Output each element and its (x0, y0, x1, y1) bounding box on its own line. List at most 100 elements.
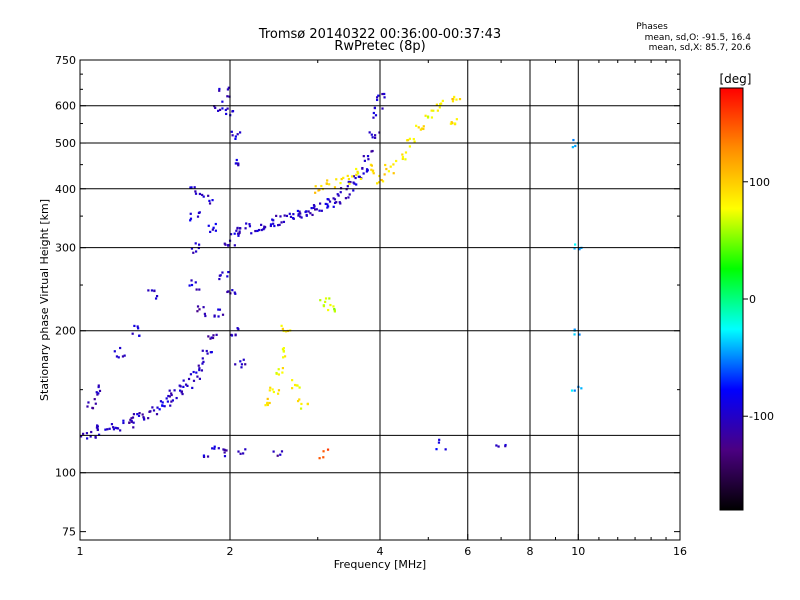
data-point (298, 386, 301, 389)
data-point (363, 159, 366, 162)
y-tick-label: 300 (55, 242, 76, 255)
data-point (237, 328, 240, 331)
data-point (122, 419, 125, 422)
data-point (305, 214, 308, 217)
data-point (313, 205, 316, 208)
data-point (181, 392, 184, 396)
data-point (453, 95, 456, 99)
data-point (97, 392, 100, 395)
y-tick-label: 400 (55, 183, 76, 196)
data-point (438, 106, 441, 109)
data-point (358, 175, 361, 179)
scatter-points (79, 86, 583, 460)
data-point (231, 110, 235, 113)
data-point (366, 169, 369, 172)
data-point (272, 222, 275, 225)
x-tick-label: 1 (77, 545, 84, 558)
chart-subtitle: RwPretec (8p) (334, 39, 426, 54)
data-point (458, 97, 462, 101)
data-point (570, 389, 574, 392)
data-point (322, 456, 325, 459)
data-point (95, 426, 99, 429)
data-point (244, 227, 247, 230)
data-point (130, 417, 133, 420)
data-point (304, 210, 307, 214)
data-point (119, 346, 122, 350)
grid-lines (80, 60, 680, 540)
data-point (202, 455, 206, 459)
data-point (141, 413, 144, 416)
data-point (213, 445, 216, 448)
data-point (282, 356, 285, 359)
data-point (263, 227, 266, 230)
data-point (239, 360, 242, 363)
colorbar-label: [deg] (720, 72, 752, 86)
data-point (279, 215, 282, 218)
data-point (234, 333, 237, 336)
data-point (347, 177, 351, 181)
data-point (201, 193, 204, 197)
data-point (213, 314, 216, 317)
data-point (349, 180, 352, 184)
data-point (374, 114, 378, 117)
data-point (451, 100, 455, 103)
data-point (203, 312, 206, 315)
data-point (236, 232, 240, 235)
data-point (198, 192, 202, 196)
data-point (244, 363, 247, 366)
data-point (580, 387, 583, 390)
data-point (268, 401, 271, 405)
data-point (153, 289, 156, 293)
data-point (378, 174, 381, 178)
data-point (194, 250, 198, 253)
data-point (206, 352, 209, 355)
data-point (132, 426, 135, 429)
data-point (147, 417, 150, 420)
data-point (129, 418, 132, 421)
data-point (338, 201, 341, 204)
data-point (573, 389, 576, 392)
data-point (242, 452, 245, 455)
data-point (381, 92, 384, 96)
data-point (401, 153, 404, 156)
data-point (297, 213, 300, 216)
y-tick-label: 500 (55, 137, 76, 150)
data-point (214, 229, 217, 232)
data-point (202, 306, 205, 309)
data-point (424, 114, 427, 117)
data-point (194, 192, 198, 195)
data-point (208, 202, 212, 205)
x-tick-label: 16 (673, 545, 687, 558)
data-point (122, 421, 125, 425)
data-point (206, 455, 210, 458)
data-point (205, 349, 208, 353)
data-point (218, 89, 221, 92)
data-point (188, 284, 191, 287)
chart-title: Tromsø 20140322 00:36:00-00:37:43 (258, 27, 502, 42)
data-point (355, 167, 358, 171)
data-point (578, 248, 581, 251)
data-point (165, 397, 168, 400)
data-point (173, 389, 176, 392)
data-point (298, 210, 301, 213)
data-point (355, 183, 358, 186)
data-point (435, 103, 438, 106)
data-point (281, 371, 284, 374)
data-point (340, 177, 343, 181)
data-point (97, 433, 101, 436)
data-point (277, 389, 281, 392)
y-tick-label: 750 (55, 54, 76, 67)
data-point (235, 158, 238, 162)
data-point (218, 87, 221, 91)
data-point (273, 224, 276, 228)
data-point (318, 457, 321, 460)
data-point (142, 416, 145, 419)
data-point (85, 432, 89, 435)
data-point (227, 270, 230, 274)
data-point (192, 370, 195, 374)
data-point (195, 371, 198, 374)
data-point (151, 406, 154, 409)
data-point (404, 158, 407, 161)
data-point (238, 131, 242, 134)
data-point (375, 182, 379, 185)
